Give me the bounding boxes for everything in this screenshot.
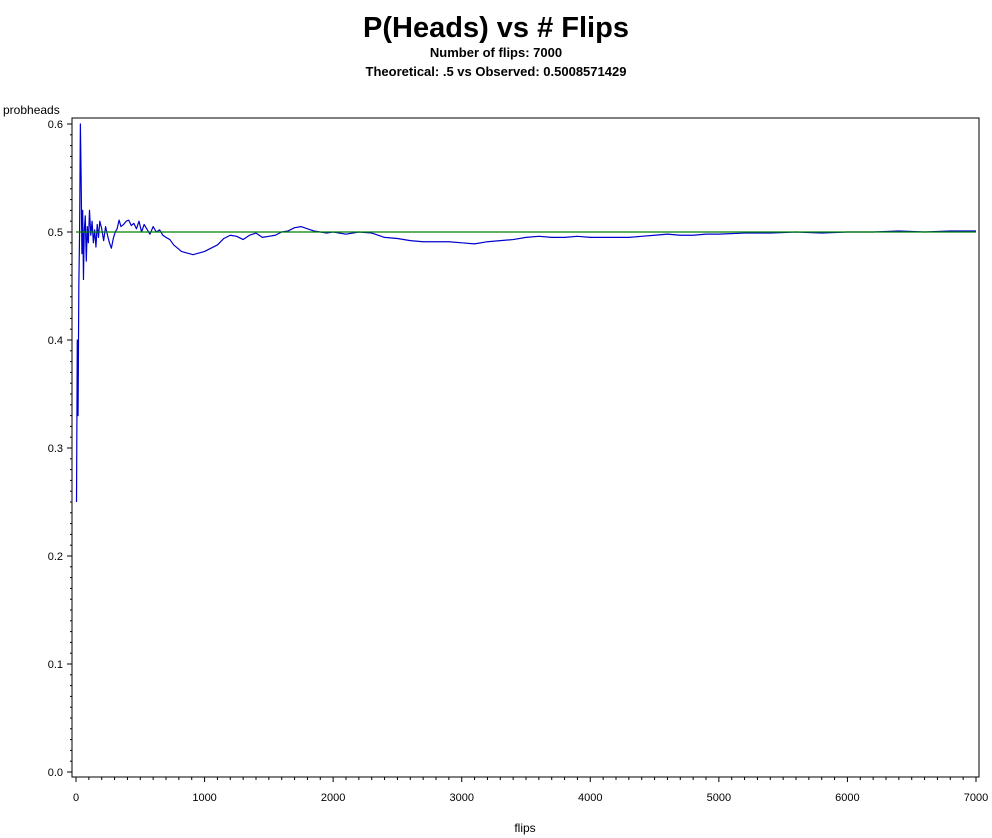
plot-frame	[71, 117, 980, 778]
y-tick-label: 0.0	[48, 767, 63, 779]
x-tick-label: 6000	[835, 792, 859, 804]
y-axis-label: probheads	[3, 103, 60, 117]
x-tick-label: 0	[73, 792, 79, 804]
plot-series	[75, 123, 976, 503]
x-tick-label: 5000	[707, 792, 731, 804]
x-tick-label: 4000	[578, 792, 602, 804]
y-tick-label: 0.6	[48, 119, 63, 131]
y-tick-label: 0.1	[48, 659, 63, 671]
chart-subtitle-observed: Theoretical: .5 vs Observed: 0.500857142…	[366, 64, 627, 79]
chart-subtitle-flips: Number of flips: 7000	[430, 45, 562, 60]
x-axis-ticks: 0 1000 2000 3000 4000 5000 6000 7000	[73, 777, 988, 804]
observed-probability-line	[75, 123, 976, 503]
y-tick-label: 0.2	[48, 551, 63, 563]
y-tick-label: 0.5	[48, 227, 63, 239]
x-tick-label: 3000	[449, 792, 473, 804]
y-tick-label: 0.4	[48, 335, 63, 347]
x-axis-label: flips	[514, 821, 535, 835]
x-tick-label: 7000	[964, 792, 988, 804]
chart-title: P(Heads) vs # Flips	[363, 12, 629, 44]
y-tick-label: 0.3	[48, 443, 63, 455]
x-tick-label: 2000	[321, 792, 345, 804]
y-axis-ticks: 0.0 0.1 0.2 0.3 0.4 0.5 0.6	[48, 119, 72, 779]
x-tick-label: 1000	[192, 792, 216, 804]
